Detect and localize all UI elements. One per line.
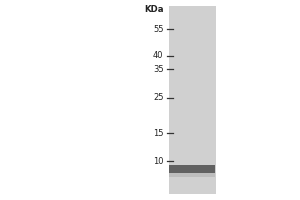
Text: 55: 55: [153, 24, 164, 33]
Text: 15: 15: [153, 129, 164, 138]
Bar: [169, 173, 215, 177]
Text: KDa: KDa: [144, 4, 164, 14]
Bar: [169, 165, 215, 173]
Text: 25: 25: [153, 94, 164, 102]
Text: 35: 35: [153, 64, 164, 73]
Text: 40: 40: [153, 51, 164, 60]
Text: 10: 10: [153, 156, 164, 166]
Bar: [169, 6, 216, 194]
